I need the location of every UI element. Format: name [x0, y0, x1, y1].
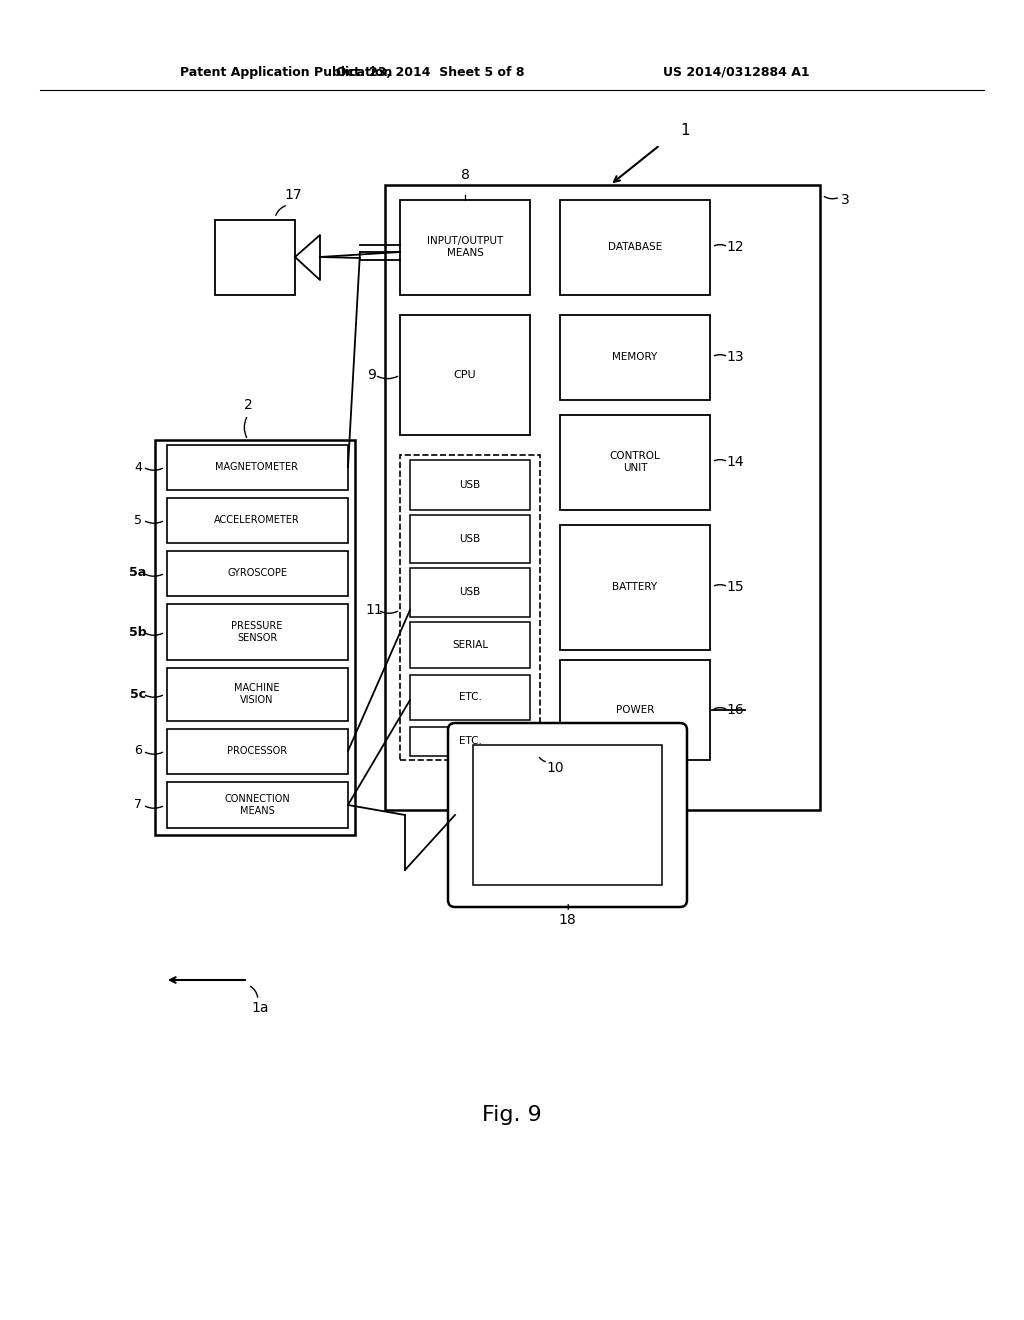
Text: MAGNETOMETER: MAGNETOMETER [215, 462, 299, 473]
Text: ACCELEROMETER: ACCELEROMETER [214, 515, 300, 525]
Bar [473, 744, 662, 884]
Bar [410, 622, 530, 668]
Bar [410, 459, 530, 510]
Text: 11: 11 [366, 603, 383, 616]
Text: 5c: 5c [130, 688, 146, 701]
Text: USB: USB [460, 480, 480, 490]
Text: Patent Application Publication: Patent Application Publication [180, 66, 392, 78]
Text: CONTROL
UNIT: CONTROL UNIT [609, 451, 660, 473]
Bar [167, 605, 348, 660]
Text: 5b: 5b [129, 626, 146, 639]
Text: 9: 9 [368, 368, 377, 381]
Bar [560, 525, 710, 649]
Text: Oct. 23, 2014  Sheet 5 of 8: Oct. 23, 2014 Sheet 5 of 8 [336, 66, 524, 78]
Text: 5a: 5a [129, 566, 146, 579]
Bar [167, 781, 348, 828]
Text: US 2014/0312884 A1: US 2014/0312884 A1 [664, 66, 810, 78]
Text: 13: 13 [726, 350, 743, 364]
Bar [167, 498, 348, 543]
Text: MACHINE
VISION: MACHINE VISION [234, 684, 280, 705]
Text: 1: 1 [680, 123, 690, 137]
Text: ETC.: ETC. [459, 737, 481, 746]
Text: 15: 15 [726, 579, 743, 594]
Text: PROCESSOR: PROCESSOR [227, 746, 287, 756]
Text: 12: 12 [726, 240, 743, 253]
Text: MEMORY: MEMORY [612, 352, 657, 362]
Bar [385, 185, 820, 810]
Text: GYROSCOPE: GYROSCOPE [227, 568, 287, 578]
Text: Fig. 9: Fig. 9 [482, 1105, 542, 1125]
Bar [560, 201, 710, 294]
Text: DATABASE: DATABASE [608, 242, 663, 252]
Text: USB: USB [460, 587, 480, 597]
Text: SERIAL: SERIAL [452, 640, 488, 649]
Text: 8: 8 [461, 168, 469, 182]
Text: CONNECTION
MEANS: CONNECTION MEANS [224, 795, 290, 816]
Text: 14: 14 [726, 455, 743, 469]
Text: 1a: 1a [251, 1001, 268, 1015]
Bar [215, 220, 295, 294]
Bar [410, 727, 530, 756]
Text: 5: 5 [134, 513, 142, 527]
Text: PRESSURE
SENSOR: PRESSURE SENSOR [231, 622, 283, 643]
Text: BATTERY: BATTERY [612, 582, 657, 591]
Bar [410, 675, 530, 719]
Text: 18: 18 [558, 913, 575, 927]
Text: 4: 4 [134, 461, 142, 474]
Bar [560, 315, 710, 400]
Text: 7: 7 [134, 799, 142, 812]
Text: 10: 10 [546, 762, 564, 775]
Text: INPUT/OUTPUT
MEANS: INPUT/OUTPUT MEANS [427, 236, 503, 257]
Bar [167, 668, 348, 721]
Text: CPU: CPU [454, 370, 476, 380]
Bar [167, 445, 348, 490]
Bar [400, 455, 540, 760]
Text: USB: USB [460, 535, 480, 544]
Bar [410, 515, 530, 564]
Bar [410, 568, 530, 616]
FancyBboxPatch shape [447, 723, 687, 907]
Bar [560, 414, 710, 510]
Bar [560, 660, 710, 760]
Bar [400, 201, 530, 294]
Text: 2: 2 [244, 399, 252, 412]
Text: 17: 17 [285, 187, 302, 202]
Text: 3: 3 [841, 193, 849, 207]
Bar [167, 550, 348, 597]
Bar [400, 315, 530, 436]
Text: POWER: POWER [615, 705, 654, 715]
Text: ETC.: ETC. [459, 692, 481, 702]
Bar [167, 729, 348, 774]
Text: 6: 6 [134, 744, 142, 758]
Bar [155, 440, 355, 836]
Text: 16: 16 [726, 704, 743, 717]
